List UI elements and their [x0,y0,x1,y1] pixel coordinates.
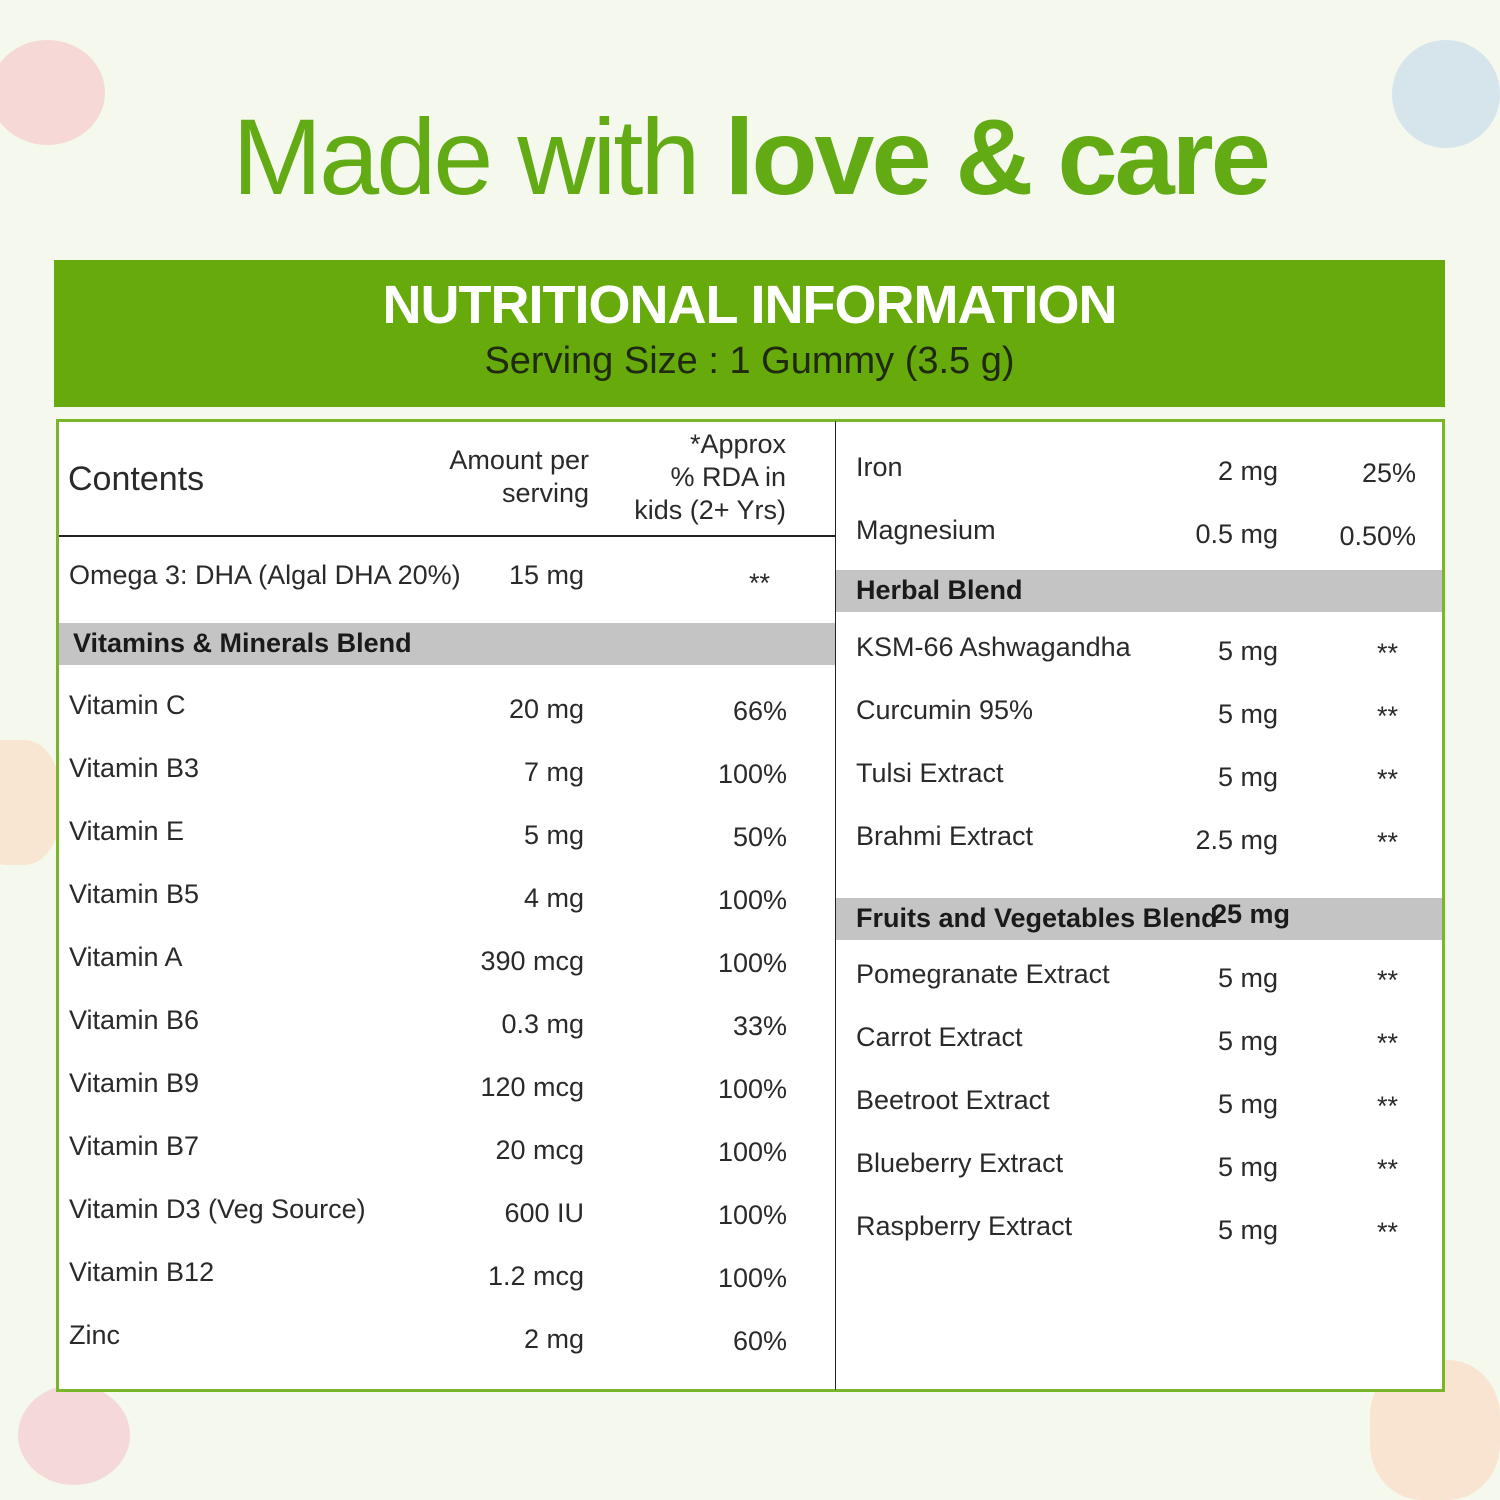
fruit-row-amount: 5 mg [1217,1089,1278,1119]
header-rda-line3: kids (2+ Yrs) [634,495,786,525]
beet-illustration [18,1385,130,1485]
vitamin-row-amount: 390 mcg [480,946,584,976]
herbal-row-name: Brahmi Extract [856,821,1034,851]
mineral-row-name: Iron [856,452,903,482]
radish-illustration [0,40,105,145]
vitamin-row-amount: 1.2 mcg [487,1261,584,1291]
fruits-blend-amount: 25 mg [1212,899,1291,929]
herbal-row-amount: 5 mg [1217,699,1278,729]
vitamin-row-amount: 20 mcg [495,1135,584,1165]
vitamin-row-name: Vitamin B12 [69,1257,215,1287]
vitamins-blend-label: Vitamins & Minerals Blend [73,628,412,658]
vitamin-row-name: Vitamin B5 [69,879,200,909]
vitamin-row-rda: 100% [717,1074,787,1104]
herbal-row-amount: 5 mg [1217,636,1278,666]
vitamin-row-amount: 600 IU [504,1198,584,1228]
omega-rda: ** [749,568,771,598]
herbal-row-rda: ** [1376,764,1398,794]
vitamin-row-rda: 100% [717,948,787,978]
herbal-row-amount: 2.5 mg [1195,825,1278,855]
mineral-row-name: Magnesium [856,515,996,545]
vitamin-row-amount: 2 mg [523,1324,584,1354]
banner-title: NUTRITIONAL INFORMATION [382,275,1118,335]
vitamins-band [59,623,835,665]
fruits-band [836,898,1442,940]
vitamin-row-amount: 7 mg [523,757,584,787]
mineral-row-amount: 0.5 mg [1195,519,1278,549]
vitamin-row-rda: 33% [732,1011,787,1041]
fruit-row-amount: 5 mg [1217,1026,1278,1056]
fruit-row-name: Carrot Extract [856,1022,1023,1052]
nutrition-table-left: Contents Amount per serving *Approx % RD… [56,419,837,1392]
herbal-band [836,570,1442,612]
fruit-row-rda: ** [1376,1028,1398,1058]
vitamin-row-amount: 20 mg [508,694,584,724]
header-rda-line2: % RDA in [670,462,786,492]
vitamin-row-rda: 66% [732,696,787,726]
fruit-row-rda: ** [1376,1217,1398,1247]
fruit-row-amount: 5 mg [1217,963,1278,993]
blueberry-illustration [1392,40,1500,148]
omega-name: Omega 3: DHA (Algal DHA 20%) [69,560,461,590]
herbal-row-name: KSM-66 Ashwagandha [856,632,1131,662]
header-rda: *Approx % RDA in kids (2+ Yrs) [619,428,786,527]
vitamin-row-amount: 0.3 mg [501,1009,584,1039]
vitamin-row-name: Vitamin D3 (Veg Source) [69,1194,366,1224]
header-amount-line2: serving [501,478,589,508]
vitamin-row-name: Vitamin E [69,816,185,846]
vitamin-row-name: Vitamin B9 [69,1068,200,1098]
carrot-illustration-left [0,740,60,865]
fruit-row-name: Beetroot Extract [856,1085,1050,1115]
mineral-row-amount: 2 mg [1217,456,1278,486]
header-rda-line1: *Approx [689,429,786,459]
vitamin-row-amount: 4 mg [523,883,584,913]
vitamin-row-rda: 50% [732,822,787,852]
vitamin-row-name: Vitamin B6 [69,1005,200,1035]
herbal-row-rda: ** [1376,701,1398,731]
omega-amount: 15 mg [508,560,584,590]
header-amount: Amount per serving [449,444,589,510]
vitamin-row-name: Vitamin A [69,942,183,972]
headline: Made with love & care [0,92,1500,222]
headline-bold: love & care [724,96,1270,217]
fruits-blend-label: Fruits and Vegetables Blend [856,903,1218,933]
vitamin-row-rda: 100% [717,1137,787,1167]
nutrition-table-right: Iron 2 mg 25% Magnesium 0.5 mg 0.50% Herbal B… [836,419,1445,1392]
vitamin-row-name: Vitamin C [69,690,186,720]
vitamin-row-rda: 100% [717,1263,787,1293]
vitamin-row-rda: 60% [732,1326,787,1356]
header-divider [59,535,835,537]
mineral-row-rda: 25% [1361,458,1416,488]
herbal-row-name: Tulsi Extract [856,758,1004,788]
vitamin-row-name: Vitamin B7 [69,1131,200,1161]
fruit-row-name: Blueberry Extract [856,1148,1064,1178]
serving-size: Serving Size : 1 Gummy (3.5 g) [484,340,1015,382]
herbal-row-rda: ** [1376,638,1398,668]
herbal-row-amount: 5 mg [1217,762,1278,792]
vitamin-row-amount: 5 mg [523,820,584,850]
fruit-row-rda: ** [1376,965,1398,995]
fruit-row-rda: ** [1376,1091,1398,1121]
fruit-row-amount: 5 mg [1217,1152,1278,1182]
vitamin-row-rda: 100% [717,759,787,789]
mineral-row-rda: 0.50% [1339,521,1416,551]
header-amount-line1: Amount per [449,445,589,475]
fruit-row-name: Pomegranate Extract [856,959,1110,989]
vitamin-row-rda: 100% [717,885,787,915]
herbal-row-name: Curcumin 95% [856,695,1034,725]
vitamin-row-name: Vitamin B3 [69,753,200,783]
fruit-row-name: Raspberry Extract [856,1211,1073,1241]
herbal-row-rda: ** [1376,827,1398,857]
vitamin-row-rda: 100% [717,1200,787,1230]
vitamin-row-name: Zinc [69,1320,121,1350]
nutrition-banner: NUTRITIONAL INFORMATION Serving Size : 1… [54,260,1445,407]
fruit-row-amount: 5 mg [1217,1215,1278,1245]
headline-light: Made with [232,96,725,217]
header-contents: Contents [68,460,205,498]
herbal-blend-label: Herbal Blend [856,575,1023,605]
vitamin-row-amount: 120 mcg [480,1072,584,1102]
fruit-row-rda: ** [1376,1154,1398,1184]
